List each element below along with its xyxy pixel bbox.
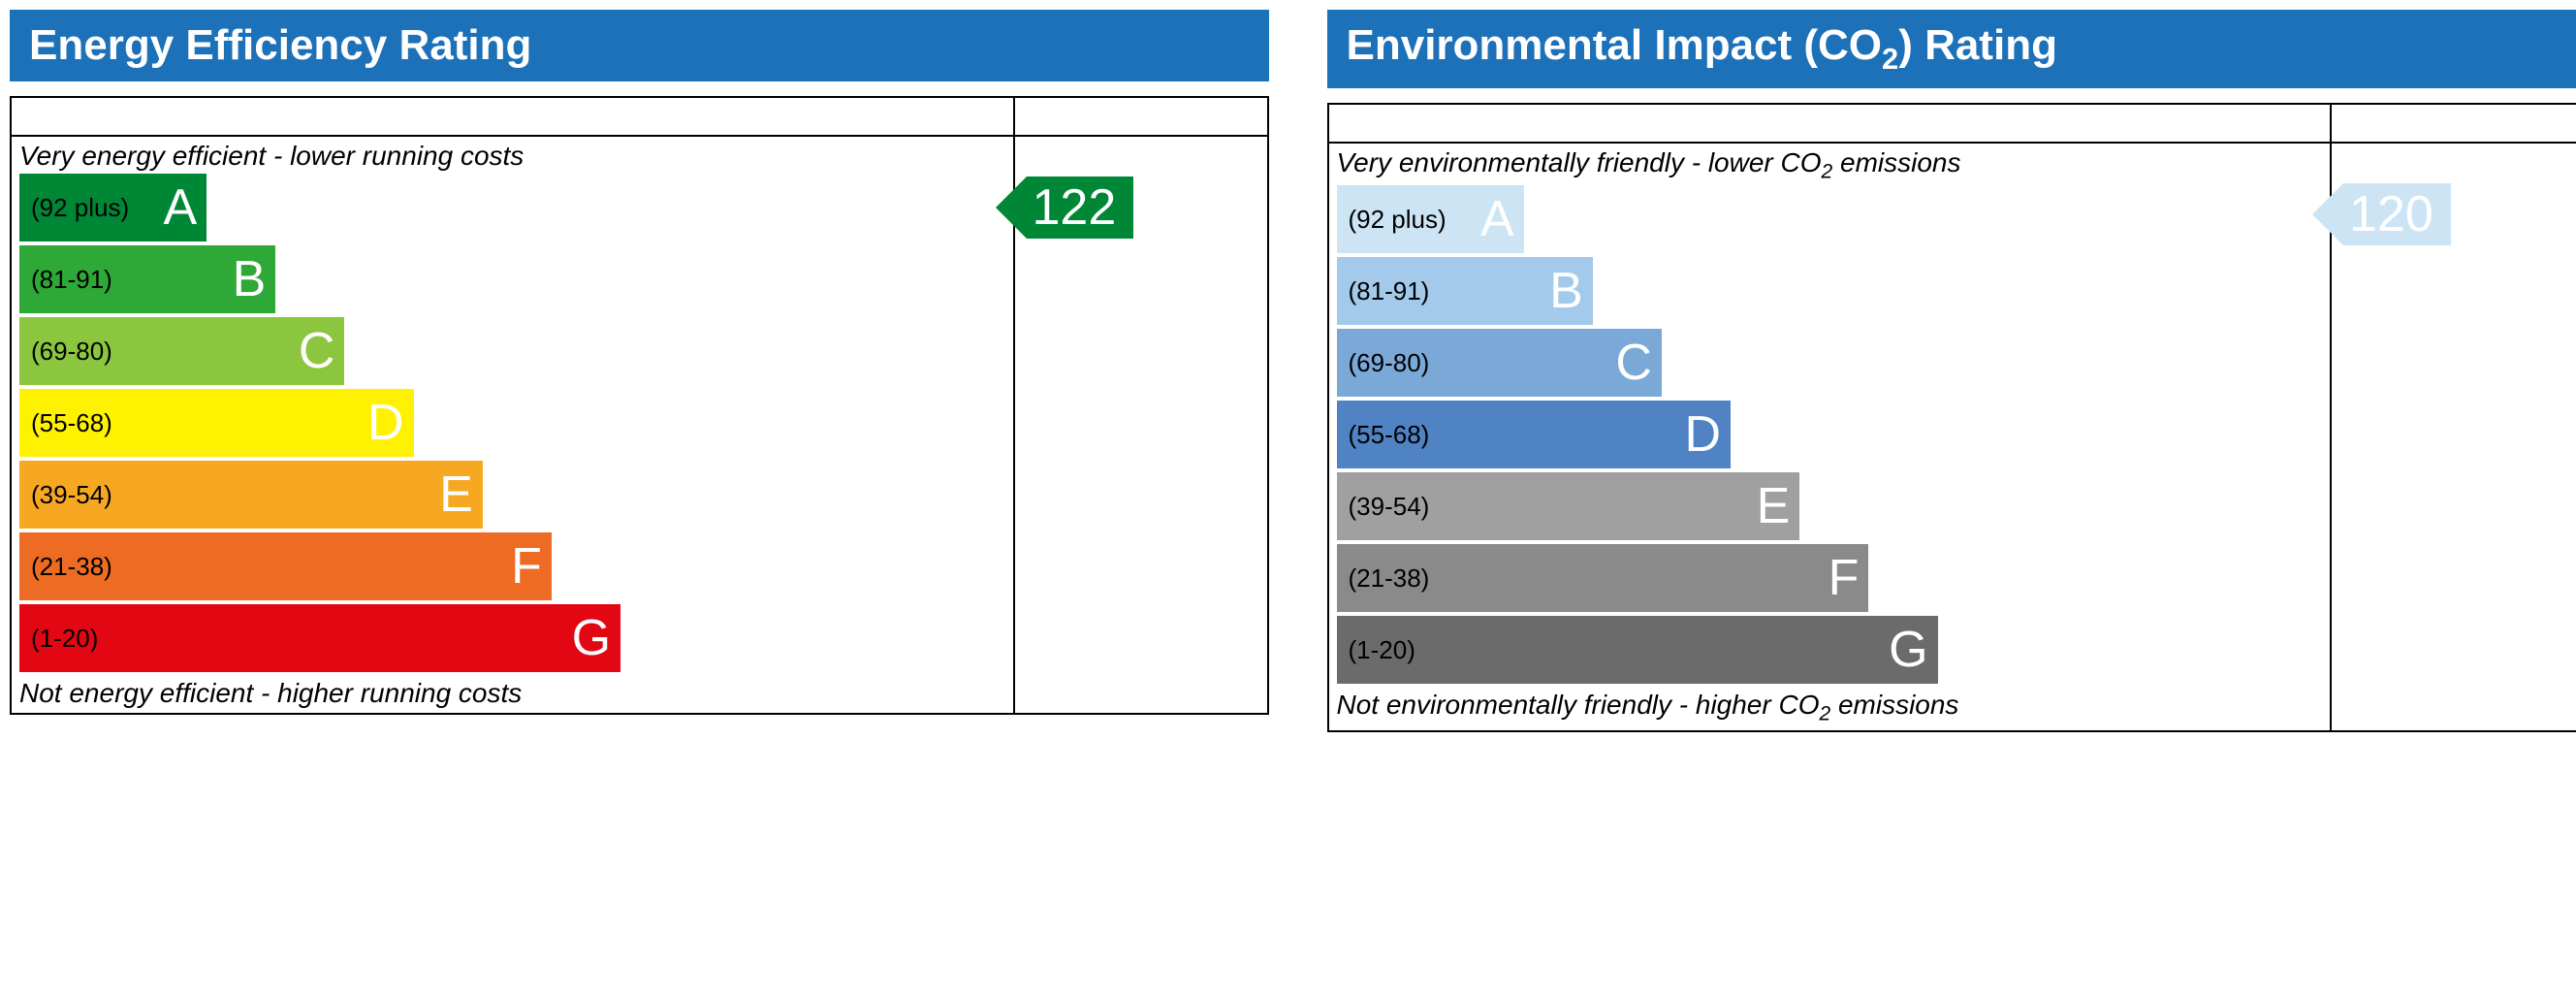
band-range-label: (92 plus) [31,193,129,223]
band-letter: E [1757,481,1791,531]
enviro-band-a: (92 plus) A [1337,185,1524,253]
header-strip [1329,105,2331,144]
energy-band-row-c: (69-80) C [19,317,1005,385]
enviro-band-row-e: (39-54) E [1337,472,2323,540]
band-range-label: (81-91) [31,265,112,295]
enviro-band-b: (81-91) B [1337,257,1593,325]
enviro-rating-panel: Environmental Impact (CO2) Rating Very en… [1327,10,2576,732]
enviro-bars-column: Very environmentally friendly - lower CO… [1329,105,2333,730]
pointer-body: 122 [1027,177,1134,239]
band-letter: F [1829,553,1860,603]
enviro-pointer: 120 [2312,183,2451,245]
band-range-label: (21-38) [31,552,112,582]
band-range-label: (55-68) [31,408,112,438]
band-range-label: (69-80) [1349,348,1430,378]
band-letter: E [439,469,473,520]
energy-result-value: 122 [1033,178,1117,237]
energy-bottom-caption: Not energy efficient - higher running co… [12,676,1013,713]
pointer-arrow-icon: 120 [2312,183,2451,245]
energy-band-b: (81-91) B [19,245,275,313]
band-letter: G [1889,625,1927,675]
band-range-label: (1-20) [31,624,98,654]
energy-band-row-d: (55-68) D [19,389,1005,457]
pointer-arrow-icon: 122 [996,177,1134,239]
enviro-result-column: 120 [2332,105,2576,730]
energy-result-column: 122 [1015,98,1267,713]
band-letter: F [511,541,542,592]
band-range-label: (55-68) [1349,420,1430,450]
enviro-band-d: (55-68) D [1337,401,1732,468]
enviro-band-f: (21-38) F [1337,544,1869,612]
band-range-label: (39-54) [31,480,112,510]
enviro-result-value: 120 [2349,185,2433,243]
energy-band-g: (1-20) G [19,604,620,672]
energy-top-caption: Very energy efficient - lower running co… [12,137,1013,174]
band-letter: A [1480,194,1514,244]
band-letter: A [163,182,197,233]
energy-rating-panel: Energy Efficiency Rating Very energy effi… [10,10,1269,732]
energy-pointer: 122 [996,177,1134,239]
header-strip [1015,98,1267,137]
energy-band-c: (69-80) C [19,317,344,385]
band-range-label: (81-91) [1349,276,1430,306]
band-range-label: (69-80) [31,337,112,367]
band-range-label: (92 plus) [1349,205,1447,235]
enviro-band-row-a: (92 plus) A [1337,185,2323,253]
band-range-label: (21-38) [1349,563,1430,594]
pointer-body: 120 [2343,183,2451,245]
enviro-title: Environmental Impact (CO2) Rating [1327,10,2576,88]
band-range-label: (1-20) [1349,635,1415,665]
energy-chart-box: Very energy efficient - lower running co… [10,96,1269,715]
energy-band-row-e: (39-54) E [19,461,1005,529]
band-letter: C [299,326,335,376]
energy-band-row-f: (21-38) F [19,532,1005,600]
enviro-top-caption: Very environmentally friendly - lower CO… [1329,144,2331,186]
band-letter: D [367,398,404,448]
band-letter: B [1549,266,1583,316]
enviro-band-row-f: (21-38) F [1337,544,2323,612]
band-letter: G [572,613,611,663]
enviro-bars-area: (92 plus) A (81-91) B (69-80) C (55-68) D (39-54… [1329,185,2331,684]
enviro-band-row-d: (55-68) D [1337,401,2323,468]
band-letter: B [233,254,267,305]
enviro-bottom-caption: Not environmentally friendly - higher CO… [1329,688,2331,730]
energy-band-a: (92 plus) A [19,174,207,241]
band-letter: C [1615,338,1652,388]
energy-title: Energy Efficiency Rating [10,10,1269,81]
band-letter: D [1685,409,1722,460]
header-strip [2332,105,2576,144]
enviro-band-e: (39-54) E [1337,472,1800,540]
enviro-band-g: (1-20) G [1337,616,1938,684]
energy-bars-area: (92 plus) A (81-91) B (69-80) C (55-68) D (39-54… [12,174,1013,672]
energy-band-e: (39-54) E [19,461,483,529]
energy-band-row-b: (81-91) B [19,245,1005,313]
enviro-band-row-c: (69-80) C [1337,329,2323,397]
energy-band-row-a: (92 plus) A [19,174,1005,241]
enviro-band-c: (69-80) C [1337,329,1662,397]
energy-band-d: (55-68) D [19,389,414,457]
energy-band-row-g: (1-20) G [19,604,1005,672]
chevron-left-icon [996,177,1027,239]
enviro-band-row-g: (1-20) G [1337,616,2323,684]
enviro-chart-box: Very environmentally friendly - lower CO… [1327,103,2576,732]
band-range-label: (39-54) [1349,492,1430,522]
chevron-left-icon [2312,183,2343,245]
enviro-band-row-b: (81-91) B [1337,257,2323,325]
header-strip [12,98,1013,137]
energy-band-f: (21-38) F [19,532,552,600]
energy-bars-column: Very energy efficient - lower running co… [12,98,1015,713]
